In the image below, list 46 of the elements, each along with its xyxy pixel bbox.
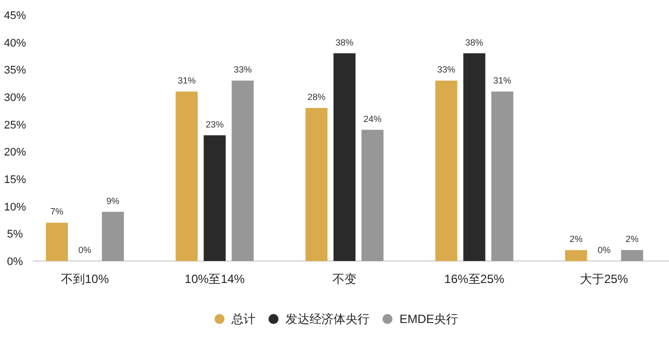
legend-label: 总计 [230, 312, 256, 326]
y-tick-label: 15% [4, 174, 26, 186]
y-tick-label: 30% [4, 92, 26, 104]
data-label: 23% [206, 119, 224, 130]
data-label: 0% [598, 245, 611, 255]
bar [463, 53, 486, 261]
x-tick-label: 10%至14% [184, 272, 246, 286]
legend-label: EMDE央行 [400, 312, 458, 326]
bar [362, 130, 384, 261]
data-label: 31% [178, 76, 196, 86]
data-label: 9% [106, 196, 120, 206]
y-tick-label: 0% [7, 256, 24, 268]
data-label: 33% [437, 64, 456, 75]
y-tick-label: 45% [4, 10, 26, 22]
data-label: 28% [307, 92, 326, 102]
bar [204, 135, 226, 261]
data-label: 2% [626, 234, 639, 244]
bar [102, 212, 124, 261]
y-tick-label: 35% [4, 64, 26, 77]
data-label: 38% [335, 37, 354, 48]
data-label: 38% [465, 37, 484, 48]
data-label: 0% [78, 245, 92, 255]
y-tick-label: 25% [4, 119, 26, 132]
legend-label: 发达经济体央行 [286, 312, 370, 326]
bar [435, 80, 458, 261]
y-tick-label: 10% [4, 201, 26, 214]
data-label: 2% [570, 234, 583, 244]
bar [306, 108, 328, 261]
bar [46, 222, 68, 261]
x-tick-label: 16%至25% [444, 272, 505, 286]
bar [176, 92, 198, 261]
y-tick-label: 5% [7, 228, 24, 241]
bar [621, 250, 644, 261]
x-tick-label: 不到10% [60, 272, 110, 286]
bar [491, 92, 514, 261]
bar [232, 80, 254, 261]
data-label: 24% [363, 114, 382, 124]
data-label: 31% [493, 76, 512, 86]
x-tick-label: 大于25% [580, 272, 628, 286]
bar [334, 53, 356, 261]
bar [565, 250, 588, 261]
data-label: 33% [234, 64, 252, 75]
x-tick-label: 不变 [332, 272, 356, 286]
y-tick-label: 20% [4, 146, 26, 159]
data-label: 7% [50, 206, 64, 217]
y-tick-label: 40% [4, 37, 26, 50]
